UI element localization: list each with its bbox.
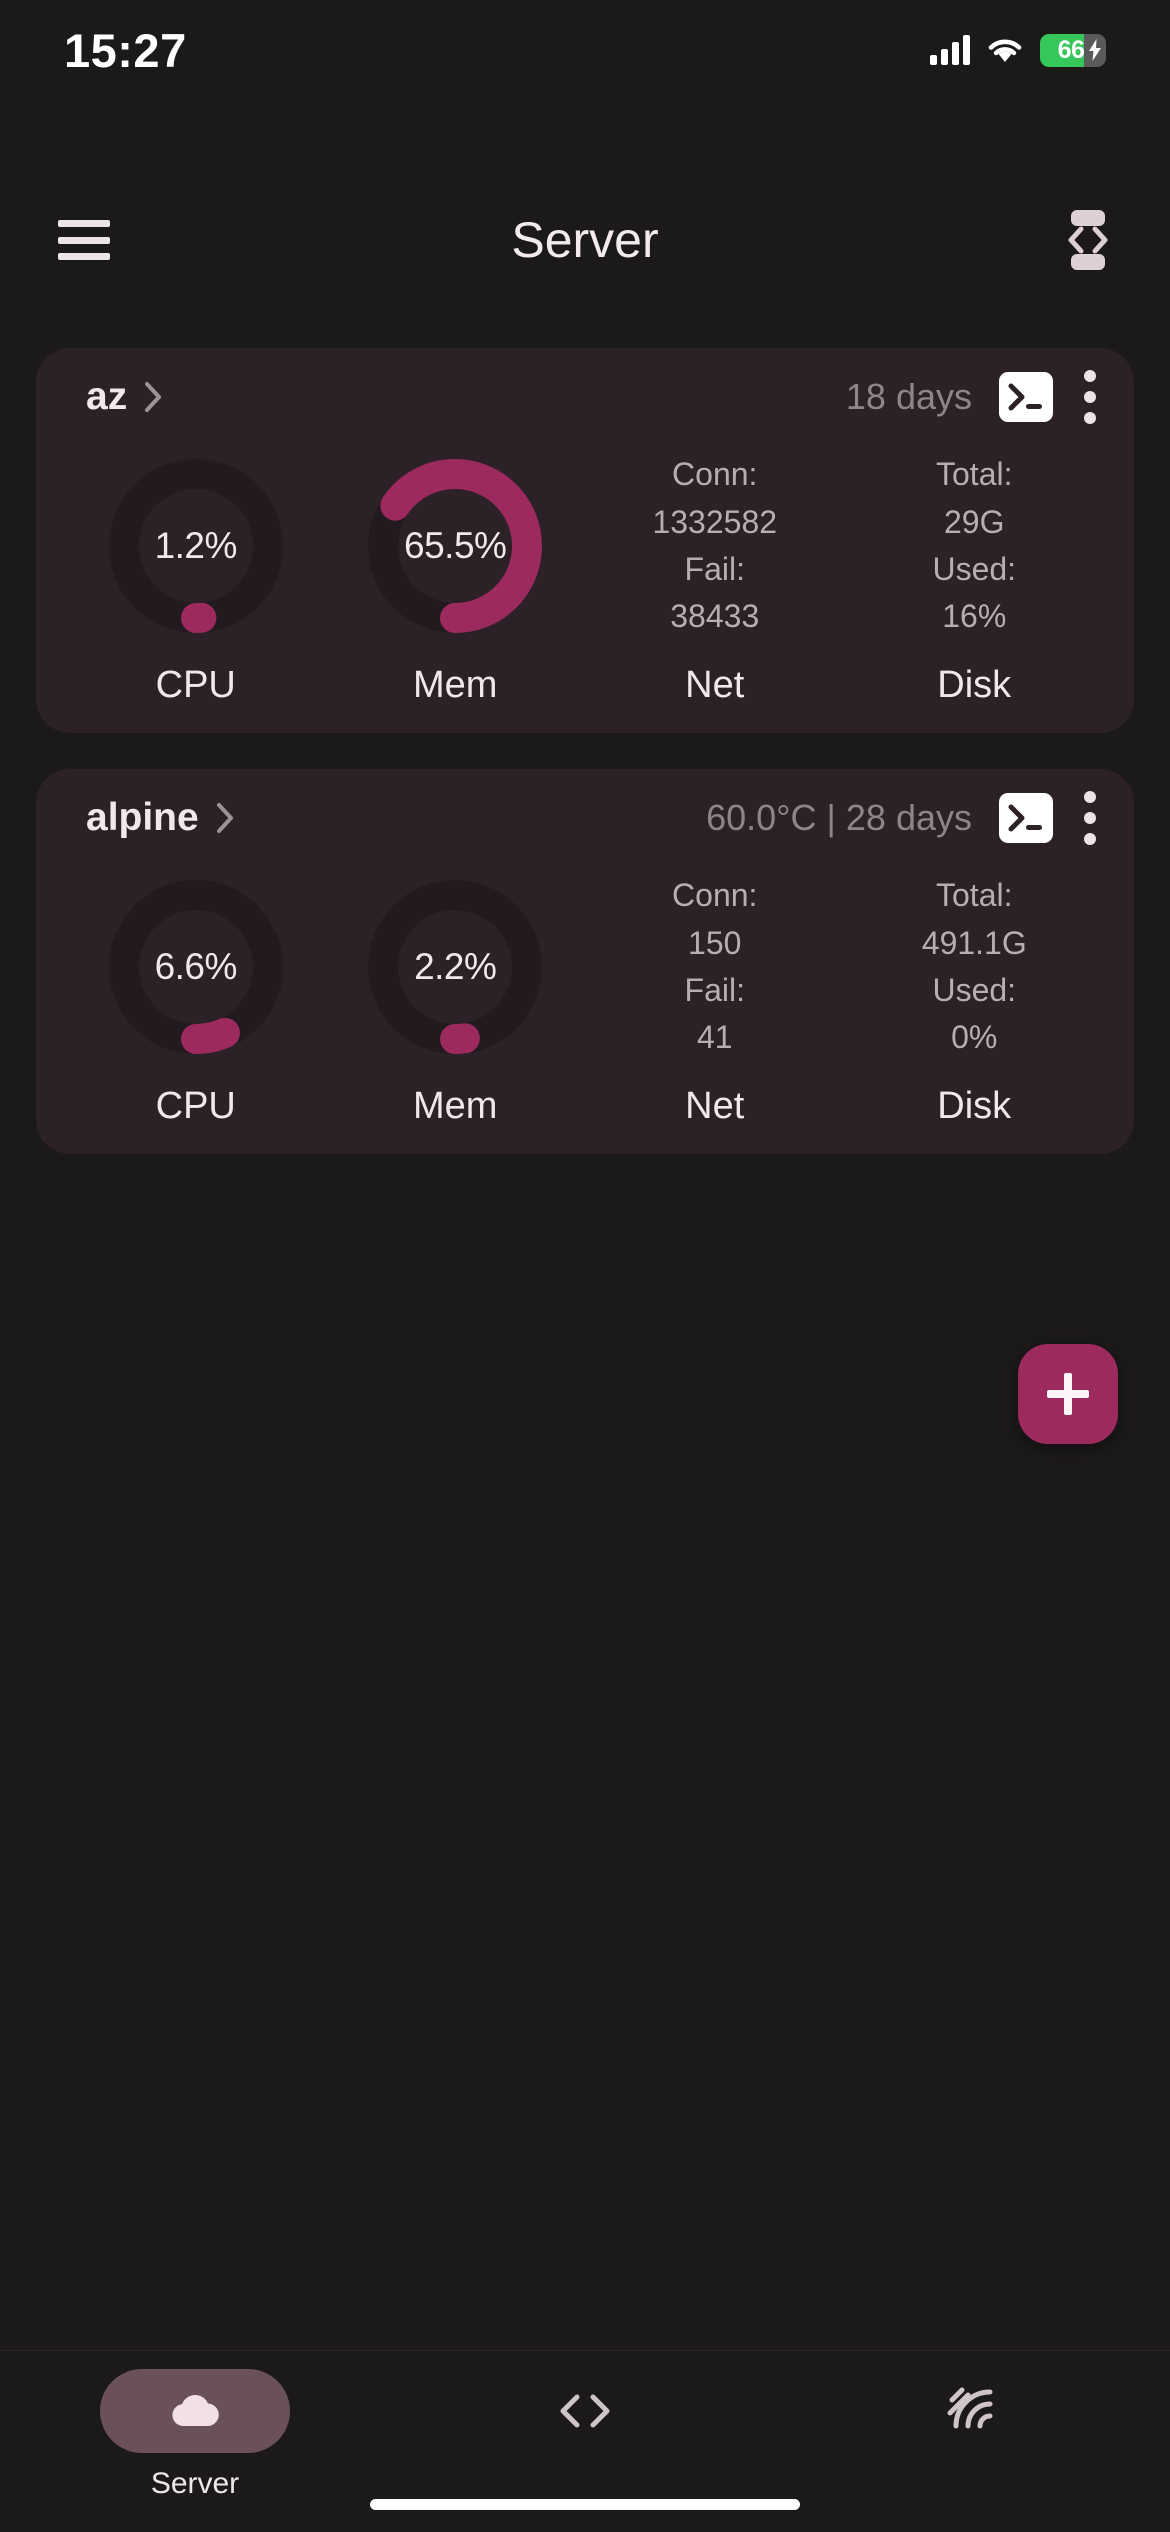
net-conn-value: 1332582 [652, 503, 778, 540]
nav-label-server: Server [150, 2467, 240, 2500]
metric-cpu: 6.6% CPU [66, 877, 326, 1128]
page-title: Server [511, 212, 659, 268]
metric-net: Conn: 1332582 Fail: 38433 Net [585, 456, 845, 707]
disk-used-value: 0% [951, 1019, 998, 1056]
cpu-label: CPU [155, 664, 236, 706]
disk-total-label: Total: [936, 456, 1013, 493]
disk-used-value: 16% [942, 598, 1007, 635]
terminal-icon[interactable] [998, 371, 1054, 423]
ping-signal-icon [947, 2387, 993, 2429]
status-bar-time: 15:27 [64, 23, 187, 77]
metric-net: Conn: 150 Fail: 41 Net [585, 877, 845, 1128]
mem-label: Mem [413, 664, 498, 706]
server-card[interactable]: alpine 60.0°C | 28 days [36, 769, 1134, 1154]
net-fail-label: Fail: [684, 972, 745, 1008]
disk-label: Disk [937, 664, 1012, 706]
server-card[interactable]: az 18 days [36, 348, 1134, 733]
more-vertical-icon[interactable] [1080, 370, 1098, 424]
cpu-gauge: 6.6% [106, 877, 286, 1057]
terminal-icon[interactable] [998, 792, 1054, 844]
nav-pill-server[interactable] [100, 2369, 290, 2453]
phone-code-icon[interactable] [1062, 209, 1114, 271]
cloud-icon [172, 2394, 219, 2427]
net-fail-value: 38433 [670, 598, 760, 635]
net-fail-value: 41 [696, 1019, 733, 1056]
server-name[interactable]: alpine [86, 796, 199, 839]
hamburger-menu-icon[interactable] [58, 220, 110, 260]
app-bar: Server [0, 180, 1170, 300]
chevron-right-icon[interactable] [145, 382, 162, 412]
plus-icon [1047, 1373, 1089, 1415]
cpu-gauge: 1.2% [106, 456, 286, 636]
net-stats: Conn: 1332582 Fail: 38433 [625, 456, 805, 636]
server-metrics: 6.6% CPU 2.2% Mem Conn: 150 Fail [36, 867, 1134, 1128]
add-server-button[interactable] [1018, 1344, 1118, 1444]
more-vertical-icon[interactable] [1080, 791, 1098, 845]
net-conn-value: 150 [688, 924, 742, 961]
mem-value: 2.2% [414, 946, 497, 987]
disk-stats: Total: 29G Used: 16% [884, 456, 1064, 636]
server-card-header: alpine 60.0°C | 28 days [36, 769, 1134, 867]
wifi-icon [987, 36, 1023, 64]
nav-pill-code[interactable] [490, 2369, 680, 2453]
battery-icon: 66 [1040, 33, 1106, 67]
charging-bolt-icon [1089, 39, 1101, 61]
disk-used-label: Used: [932, 551, 1017, 587]
server-metrics: 1.2% CPU 65.5% Mem Conn: 1332582 [36, 446, 1134, 707]
server-name[interactable]: az [86, 375, 128, 418]
server-status-text: 60.0°C | 28 days [706, 797, 972, 838]
mem-label: Mem [413, 1085, 498, 1127]
metric-cpu: 1.2% CPU [66, 456, 326, 707]
net-label: Net [685, 664, 745, 706]
status-bar: 15:27 66 [0, 0, 1170, 100]
home-indicator [370, 2499, 800, 2510]
chevron-right-icon[interactable] [216, 803, 234, 833]
metric-mem: 2.2% Mem [326, 877, 586, 1128]
server-list: az 18 days [0, 348, 1170, 1190]
status-bar-indicators: 66 [930, 33, 1106, 67]
disk-total-label: Total: [936, 877, 1013, 914]
net-stats: Conn: 150 Fail: 41 [625, 877, 805, 1057]
net-fail-label: Fail: [684, 551, 745, 587]
cpu-label: CPU [155, 1085, 236, 1127]
cellular-signal-icon [930, 35, 970, 65]
metric-disk: Total: 29G Used: 16% Disk [845, 456, 1105, 707]
disk-label: Disk [937, 1085, 1012, 1127]
metric-disk: Total: 491.1G Used: 0% Disk [845, 877, 1105, 1128]
metric-mem: 65.5% Mem [326, 456, 586, 707]
net-conn-label: Conn: [672, 877, 758, 914]
mem-gauge: 2.2% [365, 877, 545, 1057]
nav-item-code[interactable] [390, 2369, 780, 2467]
server-card-header: az 18 days [36, 348, 1134, 446]
mem-value: 65.5% [404, 525, 507, 566]
disk-total-value: 491.1G [921, 924, 1027, 961]
disk-used-label: Used: [932, 972, 1017, 1008]
cpu-value: 1.2% [154, 525, 238, 566]
nav-pill-ping[interactable] [880, 2369, 1070, 2453]
bottom-navigation: Server [0, 2350, 1170, 2532]
mem-gauge: 65.5% [365, 456, 545, 636]
disk-total-value: 29G [944, 503, 1005, 540]
cpu-value: 6.6% [154, 946, 238, 987]
nav-item-server[interactable]: Server [0, 2369, 390, 2501]
net-label: Net [685, 1085, 745, 1127]
code-brackets-icon [560, 2394, 610, 2428]
battery-percent-label: 66 [1057, 35, 1085, 64]
disk-stats: Total: 491.1G Used: 0% [884, 877, 1064, 1057]
nav-item-ping[interactable] [780, 2369, 1170, 2467]
server-status-text: 18 days [845, 376, 972, 417]
net-conn-label: Conn: [672, 456, 758, 493]
